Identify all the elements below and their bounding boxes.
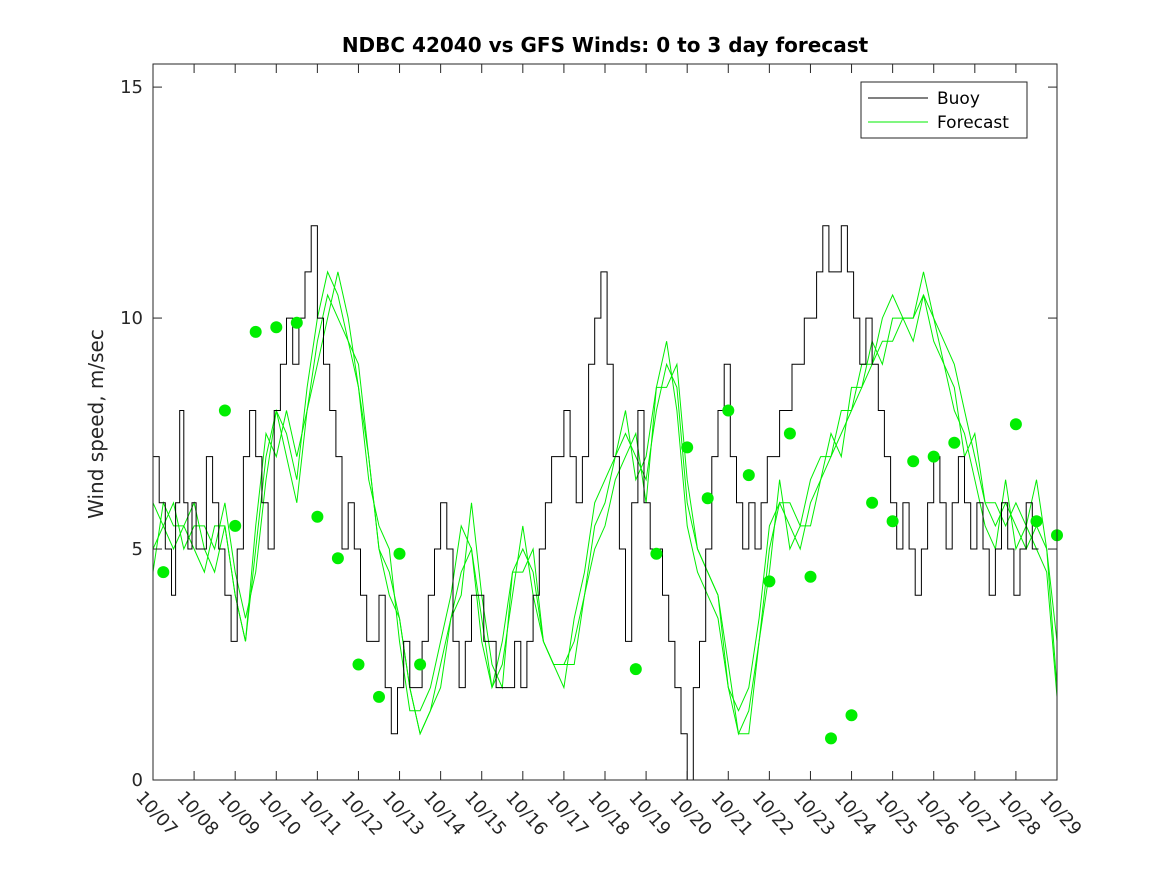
x-tick-label: 10/14 — [419, 787, 469, 840]
x-tick-label: 10/21 — [707, 787, 757, 840]
chart-title: NDBC 42040 vs GFS Winds: 0 to 3 day fore… — [342, 33, 869, 57]
forecast-marker — [825, 732, 837, 745]
forecast-marker — [352, 658, 365, 671]
x-tick-label: 10/26 — [912, 787, 962, 840]
forecast-marker — [157, 566, 170, 579]
forecast-marker — [927, 450, 940, 463]
forecast-marker — [629, 663, 642, 676]
x-tick-label: 10/08 — [172, 787, 222, 840]
y-axis-label: Wind speed, m/sec — [84, 329, 108, 519]
legend-label-forecast: Forecast — [937, 113, 1009, 133]
forecast-marker — [290, 316, 303, 329]
forecast-marker — [270, 321, 283, 334]
y-tick-label: 0 — [132, 770, 143, 791]
x-tick-label: 10/29 — [1035, 787, 1085, 840]
forecast-marker — [393, 547, 406, 560]
x-tick-label: 10/24 — [830, 787, 880, 840]
x-tick-label: 10/20 — [665, 787, 715, 840]
x-tick-label: 10/09 — [213, 787, 263, 840]
forecast-marker — [845, 709, 858, 722]
forecast-marker — [763, 575, 776, 588]
forecast-marker — [886, 515, 899, 528]
buoy-line — [153, 225, 1039, 781]
forecast-marker — [681, 441, 694, 454]
forecast-marker — [701, 492, 714, 505]
x-tick-label: 10/12 — [337, 787, 387, 840]
legend-label-buoy: Buoy — [937, 89, 980, 109]
forecast-marker — [948, 436, 961, 449]
forecast-marker — [742, 469, 755, 482]
y-tick-label: 15 — [120, 77, 143, 98]
forecast-marker — [373, 690, 385, 703]
forecast-marker — [229, 519, 242, 532]
forecast-marker — [650, 547, 663, 560]
forecast-marker — [1030, 515, 1043, 528]
marker-layer — [157, 316, 1063, 745]
x-tick-label: 10/22 — [748, 787, 798, 840]
x-tick-label: 10/28 — [994, 787, 1044, 840]
x-tick-label: 10/19 — [624, 787, 674, 840]
x-tick-label: 10/07 — [131, 787, 181, 840]
x-tick-label: 10/15 — [460, 787, 510, 840]
series-layer — [152, 225, 1058, 781]
legend: Buoy Forecast — [860, 81, 1028, 139]
x-tick-label: 10/18 — [583, 787, 633, 840]
x-tick-label: 10/27 — [953, 787, 1003, 840]
y-axis: 0 5 10 15 — [120, 77, 1057, 791]
x-tick-label: 10/23 — [789, 787, 839, 840]
forecast-marker — [804, 570, 817, 583]
forecast-marker — [249, 325, 262, 338]
forecast-marker — [414, 658, 427, 671]
forecast-line-2 — [152, 270, 1058, 712]
x-tick-label: 10/13 — [378, 787, 428, 840]
forecast-marker — [866, 496, 879, 509]
x-tick-label: 10/10 — [255, 787, 305, 840]
forecast-marker — [722, 404, 735, 417]
x-tick-label: 10/16 — [501, 787, 551, 840]
forecast-line-3 — [152, 271, 1058, 736]
forecast-marker — [907, 455, 920, 468]
forecast-marker — [783, 427, 796, 440]
y-tick-label: 10 — [120, 308, 143, 329]
forecast-marker — [1009, 418, 1022, 431]
forecast-marker — [218, 404, 231, 417]
forecast-marker — [331, 552, 344, 565]
y-tick-label: 5 — [132, 539, 143, 560]
forecast-marker — [311, 510, 324, 523]
x-tick-label: 10/11 — [296, 787, 346, 840]
x-tick-label: 10/25 — [871, 787, 921, 840]
legend-box — [860, 81, 1028, 139]
x-tick-label: 10/17 — [542, 787, 592, 840]
